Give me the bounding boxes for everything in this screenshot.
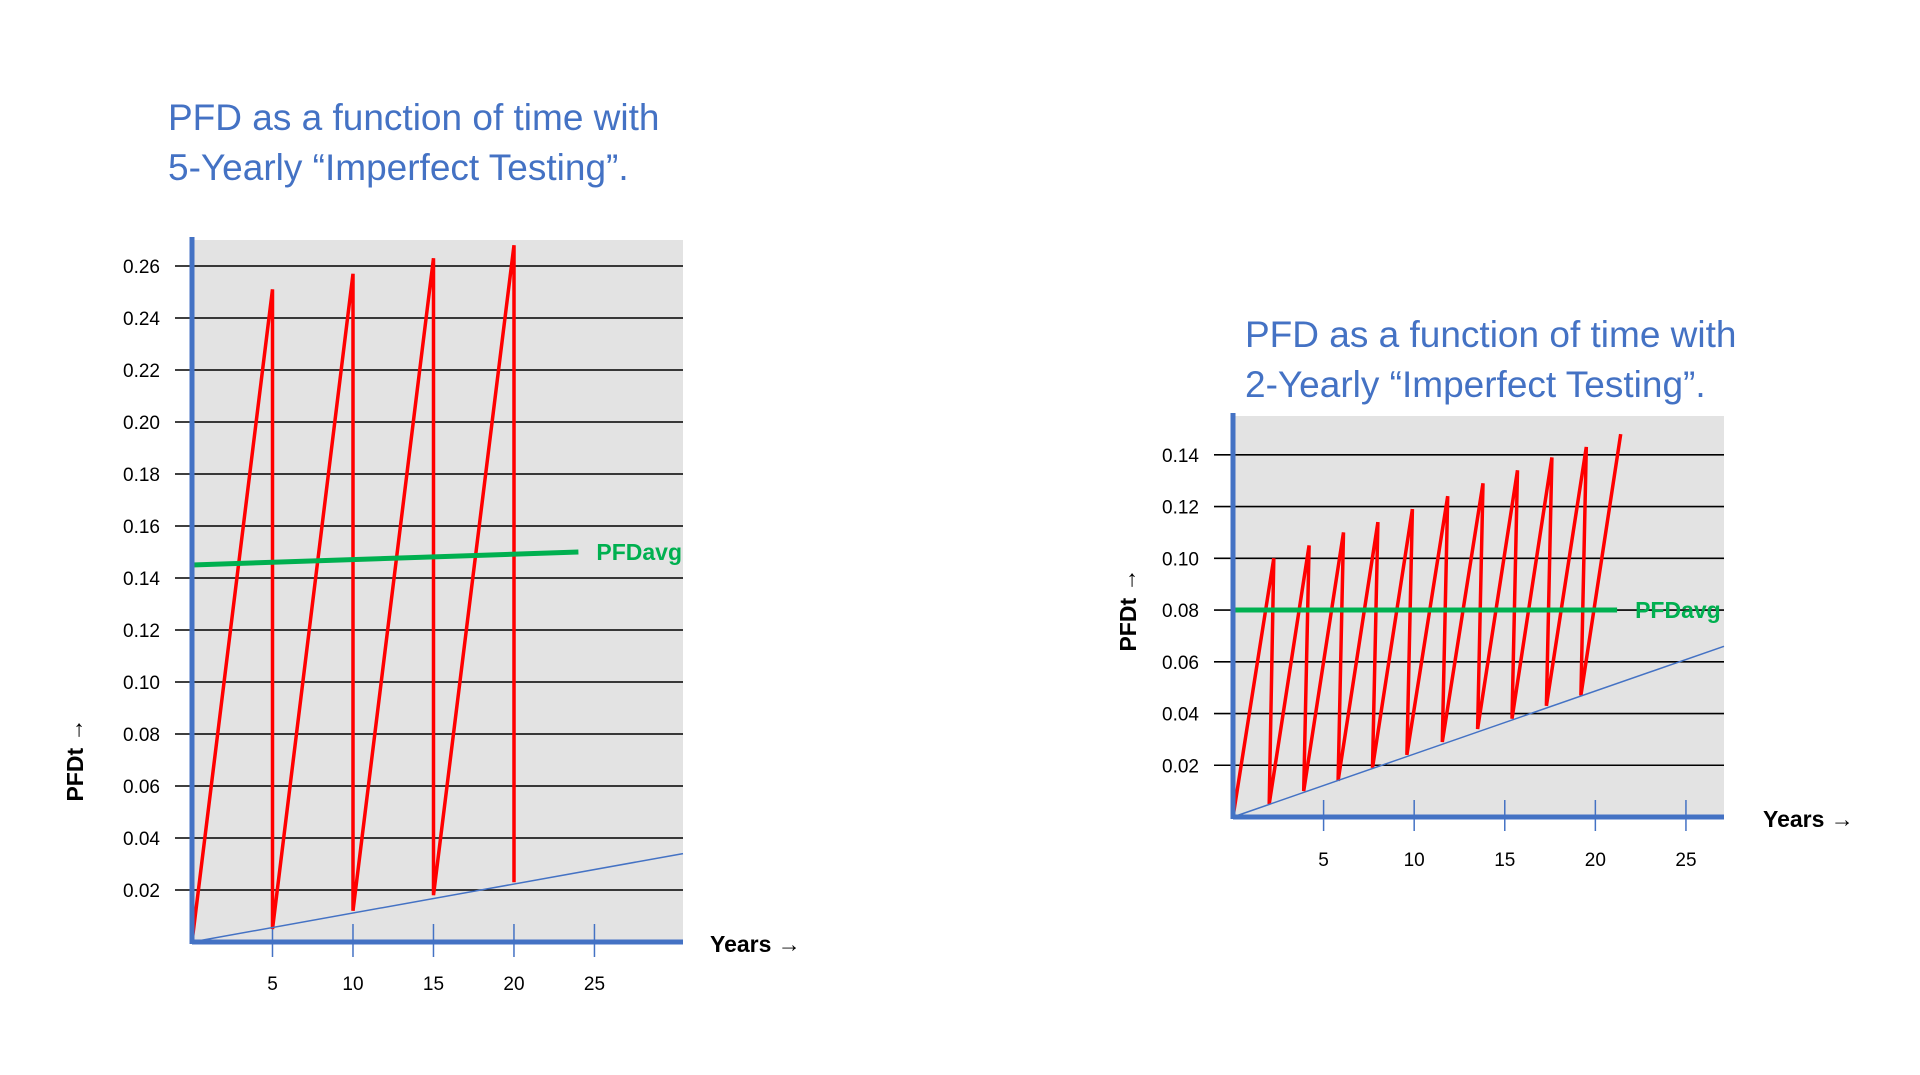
chart-1-y-tick-label: 0.24: [123, 309, 160, 330]
chart-1-pfdt-line: [190, 244, 516, 943]
chart-2-x-tick-label: 15: [1494, 850, 1515, 871]
chart-1-x-tick-label: 5: [267, 974, 278, 995]
chart-2-title: PFD as a function of time with 2-Yearly …: [1245, 310, 1736, 410]
chart-1-y-tick-label: 0.18: [123, 465, 160, 486]
chart-2-y-tick-label: 0.14: [1162, 446, 1199, 467]
chart-2-y-tick-label: 0.10: [1162, 549, 1199, 570]
chart-1-y-tick-label: 0.04: [123, 829, 160, 850]
chart-2-title-line-2: 2-Yearly “Imperfect Testing”.: [1245, 364, 1706, 405]
chart-1-title-line-1: PFD as a function of time with: [168, 97, 660, 138]
chart-2-x-tick-label: 5: [1318, 850, 1329, 871]
chart-1-y-tick-label: 0.22: [123, 361, 160, 382]
chart-2-pfdt-line: [1231, 433, 1623, 818]
chart-1-x-tick-label: 25: [584, 974, 605, 995]
chart-1-y-tick-label: 0.02: [123, 881, 160, 902]
chart-1-y-tick-label: 0.26: [123, 257, 160, 278]
chart-1-y-tick-label: 0.10: [123, 673, 160, 694]
chart-2-y-tick-label: 0.02: [1162, 756, 1199, 777]
chart-2-y-axis-label: PFDt →: [1115, 568, 1141, 651]
chart-1-x-tick-label: 10: [342, 974, 363, 995]
chart-1-pfdavg-label: PFDavg: [596, 539, 682, 565]
chart-2-x-tick-label: 25: [1675, 850, 1696, 871]
chart-1-y-tick-label: 0.06: [123, 777, 160, 798]
chart-2-x-tick-label: 20: [1585, 850, 1606, 871]
chart-1-y-tick-label: 0.12: [123, 621, 160, 642]
chart-2-y-tick-label: 0.08: [1162, 601, 1199, 622]
chart-2-y-tick-label: 0.04: [1162, 705, 1199, 726]
chart-1-y-tick-label: 0.14: [123, 569, 160, 590]
chart-2-x-axis-label: Years →: [1763, 806, 1854, 832]
chart-1-y-tick-label: 0.20: [123, 413, 160, 434]
chart-1-title: PFD as a function of time with 5-Yearly …: [168, 93, 659, 193]
chart-1-x-axis-label: Years →: [710, 931, 801, 957]
chart-1-title-line-2: 5-Yearly “Imperfect Testing”.: [168, 147, 629, 188]
chart-1-y-tick-label: 0.08: [123, 725, 160, 746]
chart-2-pfdavg-label: PFDavg: [1635, 597, 1721, 623]
chart-2-x-tick-label: 10: [1404, 850, 1425, 871]
chart-1-y-axis-label: PFDt →: [62, 718, 88, 801]
chart-1-y-tick-label: 0.16: [123, 517, 160, 538]
chart-2-baseline-line: [1232, 645, 1725, 818]
chart-1-baseline-line: [191, 852, 684, 943]
chart-1-pfdavg-line: [191, 549, 579, 568]
chart-1-x-tick-label: 20: [503, 974, 524, 995]
chart-2-y-tick-label: 0.12: [1162, 498, 1199, 519]
chart-1-x-tick-label: 15: [423, 974, 444, 995]
chart-2-y-tick-label: 0.06: [1162, 653, 1199, 674]
chart-2-title-line-1: PFD as a function of time with: [1245, 314, 1737, 355]
